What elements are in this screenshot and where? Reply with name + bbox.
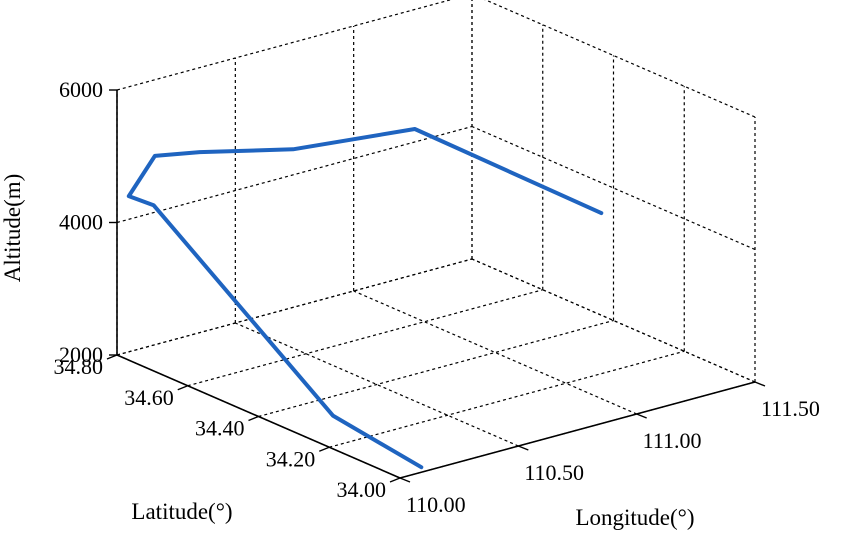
x-axis-line bbox=[399, 381, 756, 479]
grid-lines bbox=[116, 0, 756, 479]
back-wall-horizontal-2 bbox=[116, 0, 453, 91]
x-tick-mark-0 bbox=[399, 477, 411, 483]
y-tick-label-0: 34.00 bbox=[337, 477, 387, 502]
x-axis-title: Longitude(°) bbox=[575, 505, 694, 530]
y-tick-mark-1 bbox=[318, 446, 330, 452]
side-wall-horizontal-2 bbox=[484, 0, 756, 118]
x-tick-label-0: 110.00 bbox=[406, 492, 466, 517]
z-tick-label-1: 4000 bbox=[59, 210, 103, 235]
x-tick-label-3: 111.50 bbox=[761, 396, 820, 421]
y-tick-mark-2 bbox=[248, 415, 259, 422]
floor-grid-lat-3 bbox=[187, 289, 543, 387]
y-tick-label-3: 34.60 bbox=[124, 385, 174, 410]
y-tick-mark-0 bbox=[389, 477, 401, 483]
x-tick-label-2: 111.00 bbox=[643, 428, 702, 453]
z-tick-label-2: 6000 bbox=[59, 77, 103, 102]
x-tick-mark-1 bbox=[518, 445, 529, 451]
back-wall-horizontal-1 bbox=[116, 125, 473, 224]
floor-grid-lon-2 bbox=[353, 290, 637, 415]
y-tick-label-1: 34.20 bbox=[266, 446, 316, 471]
series-line-0 bbox=[126, 127, 604, 470]
y-tick-label-4: 34.80 bbox=[54, 354, 104, 379]
floor-grid-lat-1 bbox=[329, 350, 685, 448]
z-tick-label-0: 2000 bbox=[59, 342, 103, 367]
floor-grid-lat-2 bbox=[258, 319, 614, 418]
tick-labels: 34.00 34.20 34.40 34.60 34.80 110.00 110.50 111… bbox=[54, 77, 820, 517]
y-axis-title: Latitude(°) bbox=[131, 499, 232, 524]
back-wall-horizontal-0 bbox=[116, 258, 473, 356]
y-tick-mark-3 bbox=[177, 385, 189, 391]
y-tick-label-2: 34.40 bbox=[195, 416, 245, 441]
x-tick-label-1: 110.50 bbox=[524, 460, 584, 485]
x-tick-mark-2 bbox=[636, 413, 647, 419]
x-tick-mark-3 bbox=[754, 381, 766, 387]
z-axis-title: Altitude(m) bbox=[0, 174, 25, 283]
series-layer bbox=[126, 127, 604, 470]
